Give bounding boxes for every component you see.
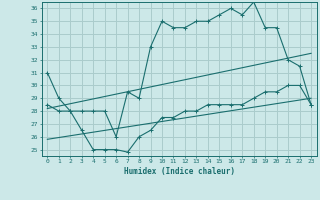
X-axis label: Humidex (Indice chaleur): Humidex (Indice chaleur) — [124, 167, 235, 176]
